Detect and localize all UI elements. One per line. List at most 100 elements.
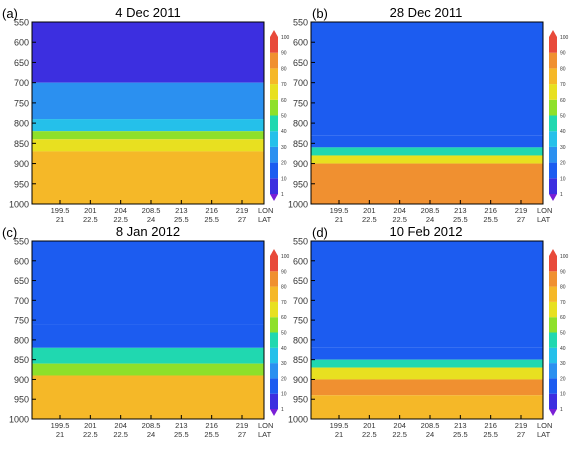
plot-frame	[31, 21, 265, 205]
colorbar-top-triangle	[270, 249, 278, 256]
lat-tick-label: 27	[517, 215, 525, 224]
lon-tick-label: 199.5	[51, 421, 70, 430]
lon-tick-label: 201	[84, 421, 97, 430]
lon-tick-label: 216	[205, 206, 218, 215]
colorbar-swatch	[549, 347, 557, 364]
colorbar-swatch	[270, 347, 278, 364]
colorbar-swatch	[270, 301, 278, 318]
x-axis-label-lon: LON	[537, 206, 552, 215]
contour-band	[32, 82, 264, 120]
lat-tick-label: 21	[56, 430, 64, 439]
y-tick-label: 600	[293, 256, 308, 266]
y-tick-label: 650	[14, 58, 29, 68]
y-tick-label: 900	[293, 375, 308, 385]
colorbar-swatch	[549, 332, 557, 348]
colorbar-swatch	[270, 68, 278, 85]
colorbar-swatch	[270, 286, 278, 302]
lat-tick-label: 22.5	[392, 215, 407, 224]
contour-band	[32, 363, 264, 376]
colorbar: 1 10 20 30 40 50 60 70 80 90 100	[270, 30, 290, 201]
colorbar-tick-label: 60	[560, 98, 566, 104]
lat-tick-label: 24	[147, 430, 155, 439]
colorbar-tick-label: 70	[560, 82, 566, 88]
colorbar-swatch	[549, 115, 557, 132]
panel-title: 28 Dec 2011	[390, 5, 463, 20]
y-tick-label: 850	[14, 355, 29, 365]
y-tick-label: 1000	[288, 200, 308, 210]
colorbar-tick-label: 10	[281, 176, 287, 182]
colorbar-swatch	[549, 301, 557, 318]
colorbar-swatch	[549, 84, 557, 100]
y-tick-label: 750	[14, 98, 29, 108]
colorbar-top-triangle	[549, 249, 557, 256]
colorbar-tick-label: 30	[560, 361, 566, 367]
colorbar-tick-label: 80	[281, 66, 287, 72]
y-tick-label: 700	[293, 78, 308, 88]
y-tick-label: 800	[293, 119, 308, 129]
colorbar-tick-label: 90	[281, 269, 287, 275]
panel-label: (b)	[312, 6, 328, 21]
lon-tick-label: 208.5	[421, 206, 440, 215]
y-tick-label: 750	[293, 98, 308, 108]
colorbar-tick-label: 1	[560, 192, 563, 198]
lon-tick-label: 216	[205, 421, 218, 430]
colorbar-swatch	[270, 317, 278, 333]
lon-tick-label: 216	[484, 421, 497, 430]
colorbar-swatch	[270, 363, 278, 379]
colorbar-bottom-triangle	[270, 409, 278, 416]
contour-band	[32, 347, 264, 364]
y-tick-label: 750	[14, 316, 29, 326]
colorbar-tick-label: 60	[281, 315, 287, 321]
lon-tick-label: 201	[363, 421, 376, 430]
panel-label: (c)	[2, 225, 17, 240]
colorbar-tick-label: 30	[560, 145, 566, 151]
contour-band	[32, 375, 264, 419]
colorbar-swatch	[549, 37, 557, 53]
lon-tick-label: 213	[454, 206, 467, 215]
colorbar-tick-label: 100	[560, 254, 569, 260]
colorbar-tick-label: 10	[560, 392, 566, 398]
colorbar-swatch	[270, 332, 278, 348]
colorbar-tick-label: 20	[560, 161, 566, 167]
x-axis-label-lon: LON	[258, 421, 273, 430]
contour-band	[311, 359, 543, 368]
colorbar-swatch	[549, 317, 557, 333]
y-tick-label: 850	[293, 355, 308, 365]
y-tick-label: 950	[293, 395, 308, 405]
plot-frame	[31, 240, 265, 420]
colorbar-tick-label: 100	[281, 35, 290, 41]
colorbar-swatch	[549, 363, 557, 379]
lon-tick-label: 199.5	[51, 206, 70, 215]
x-axis-label-lat: LAT	[258, 430, 272, 439]
lon-tick-label: 208.5	[142, 421, 161, 430]
colorbar-tick-label: 40	[560, 129, 566, 135]
panel-4: 550 600 650 700 750 800 850 900 950 1000 199.521 20…	[288, 224, 569, 439]
x-axis-label-lat: LAT	[537, 215, 551, 224]
colorbar-tick-label: 50	[281, 331, 287, 337]
contour-band	[311, 22, 543, 136]
contour-band	[311, 347, 543, 360]
colorbar-top-triangle	[549, 30, 557, 37]
y-tick-label: 600	[14, 38, 29, 48]
lat-tick-label: 25.5	[483, 215, 498, 224]
y-tick-label: 550	[14, 237, 29, 247]
y-tick-label: 950	[14, 395, 29, 405]
lat-tick-label: 22.5	[392, 430, 407, 439]
colorbar-swatch	[270, 162, 278, 179]
contour-bands	[32, 241, 264, 419]
y-tick-label: 700	[293, 296, 308, 306]
colorbar-swatch	[270, 271, 278, 287]
lat-tick-label: 24	[426, 430, 434, 439]
colorbar-tick-label: 100	[560, 35, 569, 41]
colorbar-swatch	[270, 378, 278, 394]
contour-band	[32, 22, 264, 83]
colorbar-swatch	[270, 146, 278, 163]
contour-band	[311, 395, 543, 419]
colorbar-tick-label: 40	[560, 346, 566, 352]
y-tick-label: 650	[293, 276, 308, 286]
contour-band	[32, 151, 264, 204]
panel-label: (d)	[312, 225, 328, 240]
lat-tick-label: 25.5	[204, 215, 219, 224]
lat-tick-label: 24	[147, 215, 155, 224]
